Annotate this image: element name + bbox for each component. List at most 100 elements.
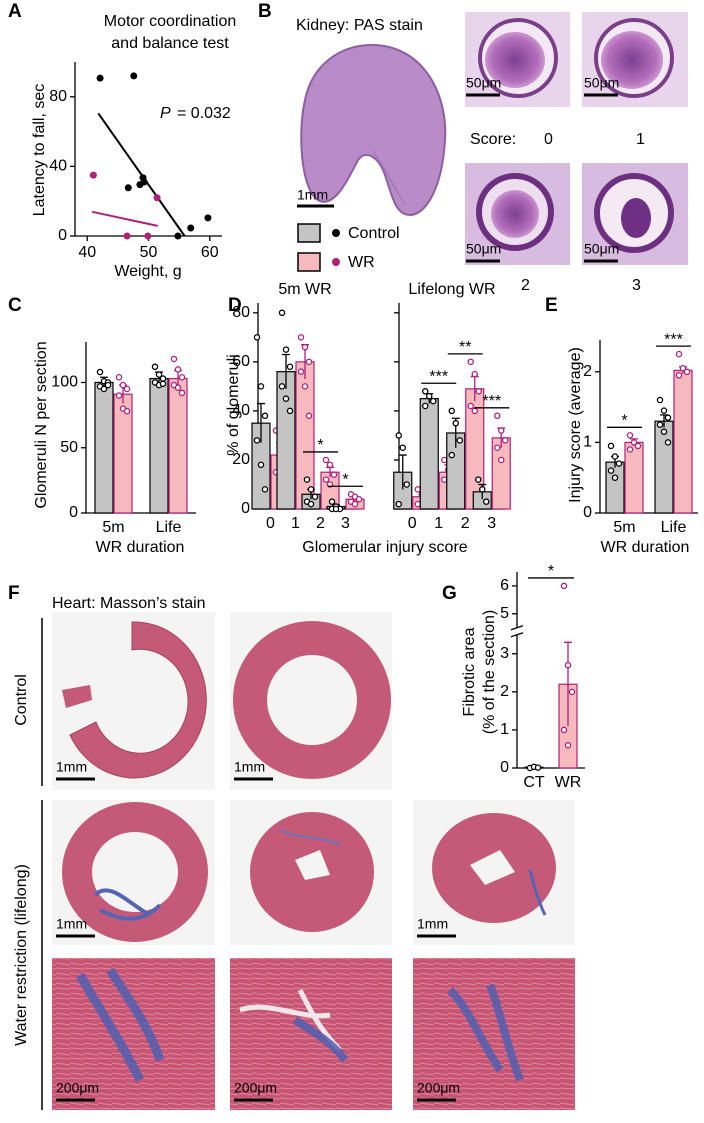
bar [419,398,439,510]
point [144,232,152,240]
data-point [497,427,505,434]
data-point [564,661,572,669]
data-point [456,437,463,444]
zoom-image [413,958,575,1110]
glomerulus-tile [582,12,688,107]
y-tick-label: 20 [232,451,250,468]
data-point [611,453,619,460]
chart-title: and balance test [111,35,229,52]
fibrosis [292,1016,349,1063]
data-point [440,456,448,464]
sig-label: * [317,437,323,454]
data-point [96,368,104,376]
data-point [607,467,615,474]
data-point [307,500,315,508]
data-point [403,481,410,488]
y-tick-label: 1 [500,721,509,738]
data-point [322,476,330,483]
x-tick-label: CT [523,774,545,791]
data-point [261,412,269,420]
data-point [421,388,429,395]
data-point [307,486,315,493]
data-point [301,383,309,390]
data-point [253,437,261,444]
error-bar [257,402,265,443]
data-point [560,726,568,734]
sig-label: * [548,563,554,580]
data-point [328,498,336,505]
x-tick-label: 3 [341,515,350,532]
y-tick-label: 5 [500,605,509,622]
x-tick-label: Life [156,519,182,536]
point [89,171,97,179]
point [123,232,131,240]
row-label: Water restriction (lifelong) [13,864,30,1046]
sig-label: *** [429,369,448,386]
data-point [493,444,501,451]
data-point [414,500,421,508]
legend-swatch [297,223,321,243]
score: 0 [544,131,553,148]
data-point [683,368,691,376]
sig-label: *** [482,393,501,410]
y-axis-label: (% of the section) [481,610,498,735]
data-point [322,456,330,464]
scale-label: 1mm [234,759,265,775]
data-point [656,396,664,404]
scale-label: 200μm [417,1080,460,1096]
y-tick-label: 80 [232,304,250,321]
tuft [601,31,663,89]
zoom-image [52,958,215,1110]
data-point [675,372,683,379]
data-point [297,334,305,341]
x-tick-label: 0 [266,515,275,532]
fibrosis [528,869,547,916]
kidney-title: Kidney: PAS stain [296,17,423,34]
chart-title: 5m WR [278,281,331,298]
data-point [278,309,286,317]
data-point [123,385,131,393]
tuft [491,190,539,238]
data-point [421,402,429,410]
y-tick-label: 0 [583,504,592,521]
data-point [282,346,290,353]
data-point [257,383,265,390]
point [174,232,182,240]
glomerulus-tile [582,163,688,265]
x-tick-label: Life [661,519,687,536]
y-tick-label: 60 [232,353,250,370]
data-point [560,582,568,590]
scale-label: 1mm [297,187,328,203]
x-tick-label: 60 [201,244,219,261]
bar [94,381,114,514]
sig-label: * [621,413,627,430]
bar [624,441,644,514]
scale-label: 200μm [56,1080,99,1096]
axis-break-mark [510,632,524,638]
data-point [467,402,474,410]
scale-label: 50μm [584,241,619,257]
data-point [425,392,433,400]
data-point [534,764,542,771]
y-tick-label: 40 [232,402,250,419]
kidney-section [300,43,447,217]
y-tick-label: 1 [583,434,592,451]
data-point [395,500,402,508]
x-axis-label: WR duration [96,539,185,556]
scale-label: 1mm [417,916,448,932]
data-point [151,363,159,371]
data-point [174,384,182,391]
y-tick-label: 2 [500,683,509,700]
point [187,224,195,232]
data-point [170,355,178,363]
scale-label: 200μm [234,1080,277,1096]
y-axis-label: Injury score (average) [567,347,584,503]
x-tick-label: 5m [102,519,124,536]
scale-label: 1mm [56,916,87,932]
y-tick-label: 0 [58,227,67,244]
scale-label: 50μm [466,75,501,91]
data-point [104,381,112,389]
data-point [301,343,309,351]
trend-line [91,210,158,227]
